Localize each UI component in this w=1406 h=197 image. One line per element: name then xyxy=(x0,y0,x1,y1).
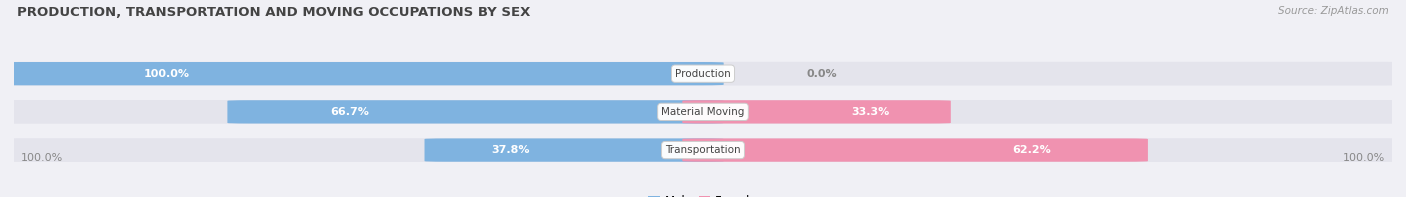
Text: 100.0%: 100.0% xyxy=(21,153,63,164)
Text: Material Moving: Material Moving xyxy=(661,107,745,117)
Legend: Male, Female: Male, Female xyxy=(644,190,762,197)
Text: PRODUCTION, TRANSPORTATION AND MOVING OCCUPATIONS BY SEX: PRODUCTION, TRANSPORTATION AND MOVING OC… xyxy=(17,6,530,19)
FancyBboxPatch shape xyxy=(682,100,950,124)
Text: Production: Production xyxy=(675,69,731,79)
FancyBboxPatch shape xyxy=(0,100,1406,124)
Text: Source: ZipAtlas.com: Source: ZipAtlas.com xyxy=(1278,6,1389,16)
FancyBboxPatch shape xyxy=(0,62,724,85)
Text: 0.0%: 0.0% xyxy=(806,69,837,79)
FancyBboxPatch shape xyxy=(682,138,1147,162)
FancyBboxPatch shape xyxy=(228,100,724,124)
Text: 33.3%: 33.3% xyxy=(851,107,889,117)
Text: 100.0%: 100.0% xyxy=(143,69,190,79)
FancyBboxPatch shape xyxy=(425,138,724,162)
Text: 66.7%: 66.7% xyxy=(330,107,368,117)
Text: 62.2%: 62.2% xyxy=(1012,145,1050,155)
Text: 100.0%: 100.0% xyxy=(1343,153,1385,164)
Text: 37.8%: 37.8% xyxy=(492,145,530,155)
Text: Transportation: Transportation xyxy=(665,145,741,155)
FancyBboxPatch shape xyxy=(0,138,1406,162)
FancyBboxPatch shape xyxy=(0,62,1406,85)
